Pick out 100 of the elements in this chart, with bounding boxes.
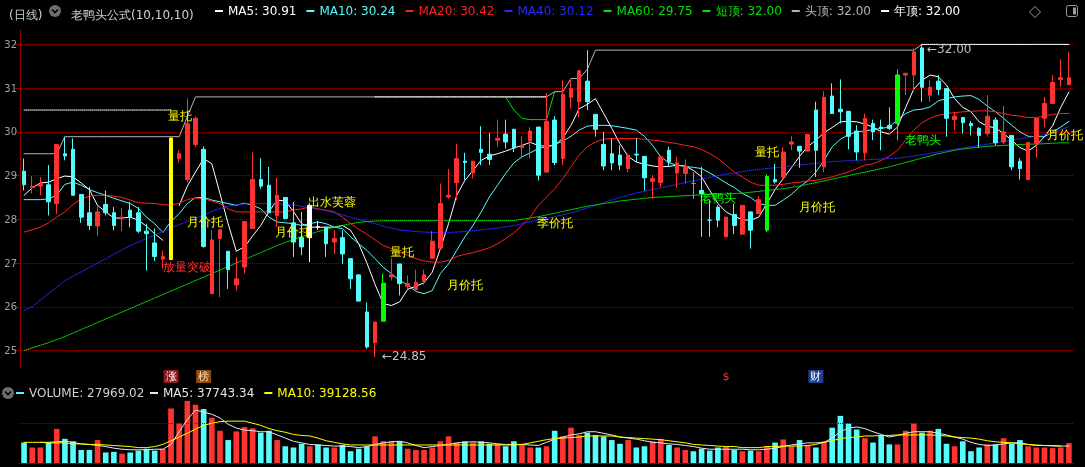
candlestick bbox=[503, 119, 508, 149]
candlestick bbox=[324, 226, 328, 258]
bar bbox=[306, 446, 313, 463]
candlestick bbox=[683, 158, 688, 184]
candlestick bbox=[626, 154, 630, 173]
candlestick bbox=[618, 144, 622, 171]
bar bbox=[127, 452, 134, 463]
candlestick bbox=[838, 78, 843, 125]
bar bbox=[608, 440, 615, 463]
candlestick bbox=[95, 205, 100, 237]
legend-label: MA10: 30.24 bbox=[319, 4, 396, 18]
candlestick bbox=[1001, 105, 1006, 145]
chart-title: (日线) bbox=[9, 8, 43, 22]
candlestick bbox=[495, 119, 500, 148]
candlestick bbox=[1018, 157, 1022, 181]
candlestick bbox=[373, 321, 377, 358]
candlestick bbox=[169, 137, 173, 261]
bar bbox=[739, 451, 746, 463]
legend-label: MA5: 37743.34 bbox=[163, 386, 255, 400]
candlestick bbox=[822, 90, 826, 173]
candlestick bbox=[871, 119, 875, 141]
bar bbox=[690, 451, 697, 463]
bar bbox=[511, 441, 517, 463]
y-tick-label: 30 bbox=[4, 126, 17, 138]
bar bbox=[78, 449, 85, 463]
candlestick bbox=[805, 134, 810, 152]
legend-label: 短顶: 32.00 bbox=[715, 4, 782, 18]
candlestick bbox=[928, 79, 932, 103]
annotation: 月价托 bbox=[799, 200, 835, 214]
bar bbox=[543, 446, 550, 463]
text: 财 bbox=[810, 370, 822, 383]
candlestick bbox=[601, 131, 606, 171]
line-series bbox=[505, 91, 556, 121]
chart-subtitle: 老鸭头公式(10,10,10) bbox=[71, 8, 194, 22]
candlestick bbox=[895, 68, 900, 141]
candlestick bbox=[748, 211, 753, 250]
candlestick bbox=[912, 47, 916, 92]
bar bbox=[731, 449, 738, 463]
bar bbox=[568, 427, 574, 463]
bar bbox=[625, 440, 631, 463]
candlestick bbox=[144, 223, 149, 271]
candlestick bbox=[487, 132, 492, 166]
bar bbox=[715, 447, 721, 463]
candlestick bbox=[569, 78, 573, 110]
bar bbox=[951, 446, 958, 463]
candlestick bbox=[463, 152, 467, 181]
candlestick bbox=[242, 221, 247, 275]
annotation: ←32.00 bbox=[927, 42, 972, 56]
text: 涨 bbox=[165, 370, 177, 383]
y-tick-label: 25 bbox=[4, 345, 17, 357]
bar bbox=[935, 428, 942, 463]
candlestick bbox=[936, 74, 941, 96]
bar bbox=[421, 449, 427, 463]
candlestick bbox=[103, 189, 108, 216]
candlestick bbox=[63, 136, 67, 161]
candlestick bbox=[193, 116, 198, 148]
candlestick bbox=[340, 229, 345, 265]
bar bbox=[257, 432, 264, 463]
bar bbox=[878, 435, 884, 463]
legend-label: MA10: 39128.56 bbox=[277, 386, 377, 400]
bar bbox=[853, 429, 860, 463]
annotation: 月价托 bbox=[447, 278, 483, 292]
bar bbox=[217, 430, 223, 463]
bar bbox=[706, 450, 713, 463]
bar bbox=[560, 436, 566, 463]
bar bbox=[315, 444, 321, 463]
text: $ bbox=[722, 370, 730, 383]
annotation: 月价托 bbox=[1047, 128, 1083, 142]
candlestick bbox=[348, 258, 353, 290]
bar bbox=[225, 440, 231, 463]
candlestick bbox=[267, 166, 271, 214]
bar bbox=[111, 451, 117, 463]
text: 榜 bbox=[198, 370, 210, 383]
candlestick bbox=[650, 174, 655, 200]
candlestick bbox=[405, 274, 410, 290]
candlestick bbox=[46, 164, 51, 216]
candlestick bbox=[414, 269, 418, 291]
line-series bbox=[23, 110, 1070, 263]
bar bbox=[804, 445, 811, 463]
candlestick bbox=[218, 229, 222, 298]
bar bbox=[813, 447, 819, 463]
bar bbox=[959, 441, 966, 463]
bar bbox=[666, 445, 672, 463]
candlestick bbox=[365, 301, 369, 350]
candlestick bbox=[903, 72, 908, 96]
candlestick bbox=[152, 228, 157, 262]
candlestick bbox=[961, 116, 965, 135]
candlestick bbox=[993, 116, 998, 146]
bar bbox=[209, 417, 215, 463]
candlestick bbox=[54, 144, 59, 215]
bar bbox=[870, 442, 876, 463]
candlestick bbox=[1026, 141, 1030, 181]
bar bbox=[617, 443, 623, 463]
bar bbox=[1066, 443, 1072, 463]
candlestick bbox=[38, 176, 43, 196]
candlestick bbox=[1050, 74, 1055, 104]
candlestick bbox=[773, 163, 777, 184]
bar bbox=[927, 430, 933, 463]
candlestick bbox=[732, 203, 737, 235]
candlestick bbox=[724, 216, 728, 238]
